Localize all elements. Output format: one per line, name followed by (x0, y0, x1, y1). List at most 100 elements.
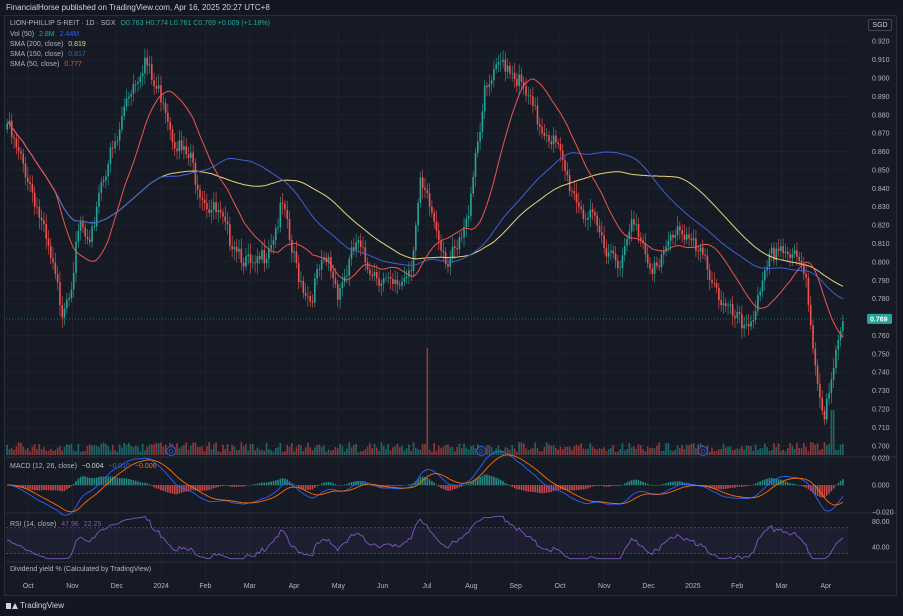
macd-histogram-bar (743, 485, 745, 487)
macd-histogram-bar (141, 482, 144, 486)
volume-bar (199, 446, 201, 455)
price-tick-label: 0.900 (872, 75, 890, 82)
volume-bar (196, 446, 199, 455)
macd-histogram-bar (157, 485, 160, 489)
sma50-line (6, 78, 844, 338)
grid-lines (6, 30, 897, 580)
volume-bar (256, 447, 259, 455)
macd-histogram-bar (835, 485, 837, 486)
macd-histogram-bar (63, 485, 66, 491)
volume-bar (665, 443, 667, 455)
macd-histogram-bar (653, 485, 656, 486)
volume-bar (428, 449, 431, 455)
volume-bar (555, 447, 557, 455)
volume-bar (66, 444, 68, 455)
volume-bar (59, 446, 61, 455)
macd-histogram-bar (591, 485, 594, 487)
candle-body (557, 142, 559, 145)
candle-body (219, 210, 222, 213)
volume-bar (146, 446, 149, 455)
volume-bar (318, 444, 321, 455)
macd-histogram-bar (628, 481, 631, 486)
macd-pane: 0.020 0.000 −0.020 (6, 450, 894, 517)
volume-bar (672, 451, 674, 455)
time-tick-label: Dec (111, 583, 124, 590)
volume-bar (111, 445, 114, 455)
dividend-marker-icon (697, 446, 708, 456)
symbol-title: LION-PHILLIP S-REIT · 1D · SGX (10, 20, 116, 27)
time-tick-label: May (332, 583, 346, 590)
macd-histogram-bar (444, 485, 447, 491)
macd-histogram-bar (761, 480, 764, 486)
publisher-caption: FinancialHorse published on TradingView.… (6, 3, 270, 12)
macd-histogram-bar (642, 481, 644, 486)
candle-body (176, 148, 178, 152)
volume-bar (219, 451, 222, 455)
volume-bar (132, 446, 135, 455)
currency-button[interactable]: SGD (868, 19, 892, 31)
macd-histogram-bar (121, 478, 123, 486)
candle-body (190, 152, 192, 158)
candle-body (656, 262, 658, 266)
volume-bar (504, 447, 507, 455)
macd-histogram-bar (118, 478, 121, 486)
volume-bar (293, 451, 295, 455)
volume-bar (238, 449, 240, 455)
candle-body (463, 226, 465, 238)
macd-histogram-bar (125, 478, 128, 486)
macd-histogram-bar (240, 485, 243, 487)
time-tick-label: Dec (642, 583, 655, 590)
volume-bar (210, 449, 213, 455)
time-axis: Oct Nov Dec 2024 Feb Mar Apr May Jun Jul Aug Sep Oct… (23, 583, 832, 590)
macd-histogram-bar (488, 475, 491, 486)
price-tick-label: 0.870 (872, 131, 890, 138)
macd-value-2: −0.010 (108, 463, 131, 470)
volume-bar (835, 449, 837, 455)
macd-histogram-bar (656, 485, 658, 486)
volume-bar (134, 445, 137, 455)
candle-body (77, 230, 80, 242)
volume-bar (720, 448, 722, 455)
price-tick-label: 0.840 (872, 186, 890, 193)
macd-histogram-bar (173, 485, 176, 495)
volume-bar (731, 450, 734, 455)
volume-bar (84, 451, 87, 455)
volume-bar (525, 448, 527, 455)
macd-histogram-bar (637, 480, 640, 486)
candle-body (118, 129, 121, 141)
macd-histogram-bar (578, 485, 580, 490)
volume-bar (545, 442, 548, 455)
macd-histogram-bar (107, 476, 109, 486)
candle-body (43, 220, 45, 225)
macd-histogram-bar (130, 479, 132, 486)
chart-frame[interactable] (4, 15, 897, 596)
candle-body (137, 81, 139, 84)
volume-bar (323, 445, 325, 455)
tradingview-brand[interactable]: TradingView (6, 601, 64, 610)
candle-body (68, 298, 70, 300)
candle-body (729, 304, 732, 306)
macd-histogram-bar (451, 485, 454, 490)
volume-bar (458, 443, 461, 455)
volume-bar (442, 446, 445, 455)
macd-histogram-bar (828, 485, 830, 494)
volume-bar (121, 447, 123, 455)
volume-bar (369, 443, 371, 455)
volume-bar (212, 444, 215, 455)
candle-body (114, 141, 116, 149)
candle-body (582, 209, 585, 219)
macd-histogram-bar (114, 477, 116, 486)
macd-histogram-bar (819, 485, 821, 497)
candle-body (584, 218, 587, 220)
candle-body (274, 228, 277, 241)
volume-bar (128, 442, 130, 455)
candle-body (235, 246, 238, 252)
rsi-tick-label: 40.00 (872, 545, 890, 552)
volume-bar (109, 450, 112, 455)
macd-histogram-bar (511, 485, 514, 487)
candle-body (825, 398, 828, 420)
candle-body (123, 106, 126, 117)
time-tick-label: Feb (199, 583, 211, 590)
volume-bar (194, 442, 197, 455)
